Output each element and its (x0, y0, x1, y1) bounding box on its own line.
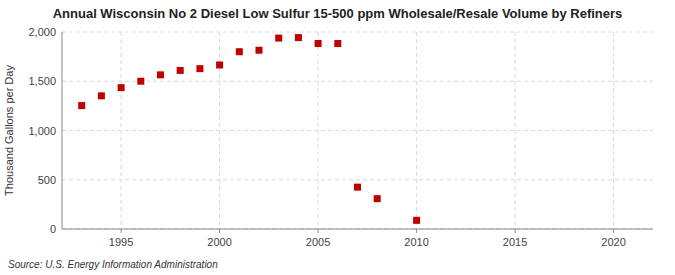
point (315, 40, 322, 47)
x-tick-label: 2020 (601, 236, 625, 248)
y-axis-label: Thousand Gallons per Day (3, 65, 15, 196)
point (177, 67, 184, 74)
y-tick-label: 500 (38, 174, 56, 186)
point (295, 34, 302, 41)
x-tick (121, 229, 122, 233)
y-grid-line (62, 81, 653, 82)
x-tick-label: 2015 (503, 236, 527, 248)
x-grid-line (121, 32, 122, 229)
x-tick-label: 2000 (207, 236, 231, 248)
x-tick (416, 229, 417, 233)
x-grid-line (318, 32, 319, 229)
y-tick-label: 1,500 (28, 75, 56, 87)
x-tick-label: 2010 (404, 236, 428, 248)
point (236, 48, 243, 55)
x-tick (515, 229, 516, 233)
x-tick-label: 2005 (306, 236, 330, 248)
y-grid-line (62, 32, 653, 33)
x-grid-line (613, 32, 614, 229)
point (118, 84, 125, 91)
point (275, 35, 282, 42)
y-axis-line (62, 32, 63, 229)
chart: Annual Wisconsin No 2 Diesel Low Sulfur … (0, 0, 675, 275)
x-tick (318, 229, 319, 233)
point (354, 184, 361, 191)
x-tick-label: 1995 (109, 236, 133, 248)
source: Source: U.S. Energy Information Administ… (8, 259, 218, 270)
y-tick-label: 0 (50, 223, 56, 235)
y-tick-label: 2,000 (28, 26, 56, 38)
point (196, 65, 203, 72)
point (256, 47, 263, 54)
y-grid-line (62, 179, 653, 180)
point (157, 71, 164, 78)
point (334, 40, 341, 47)
y-grid-line (62, 229, 653, 230)
point (216, 61, 223, 68)
y-tick-label: 1,000 (28, 125, 56, 137)
x-axis-line (62, 229, 653, 230)
x-grid-line (416, 32, 417, 229)
point (413, 217, 420, 224)
point (78, 102, 85, 109)
points (78, 34, 420, 224)
y-grid-line (62, 130, 653, 131)
x-tick (219, 229, 220, 233)
x-tick (613, 229, 614, 233)
grid (62, 32, 653, 229)
point (374, 195, 381, 202)
point (137, 78, 144, 85)
title: Annual Wisconsin No 2 Diesel Low Sulfur … (53, 6, 623, 21)
x-grid-line (515, 32, 516, 229)
point (98, 92, 105, 99)
